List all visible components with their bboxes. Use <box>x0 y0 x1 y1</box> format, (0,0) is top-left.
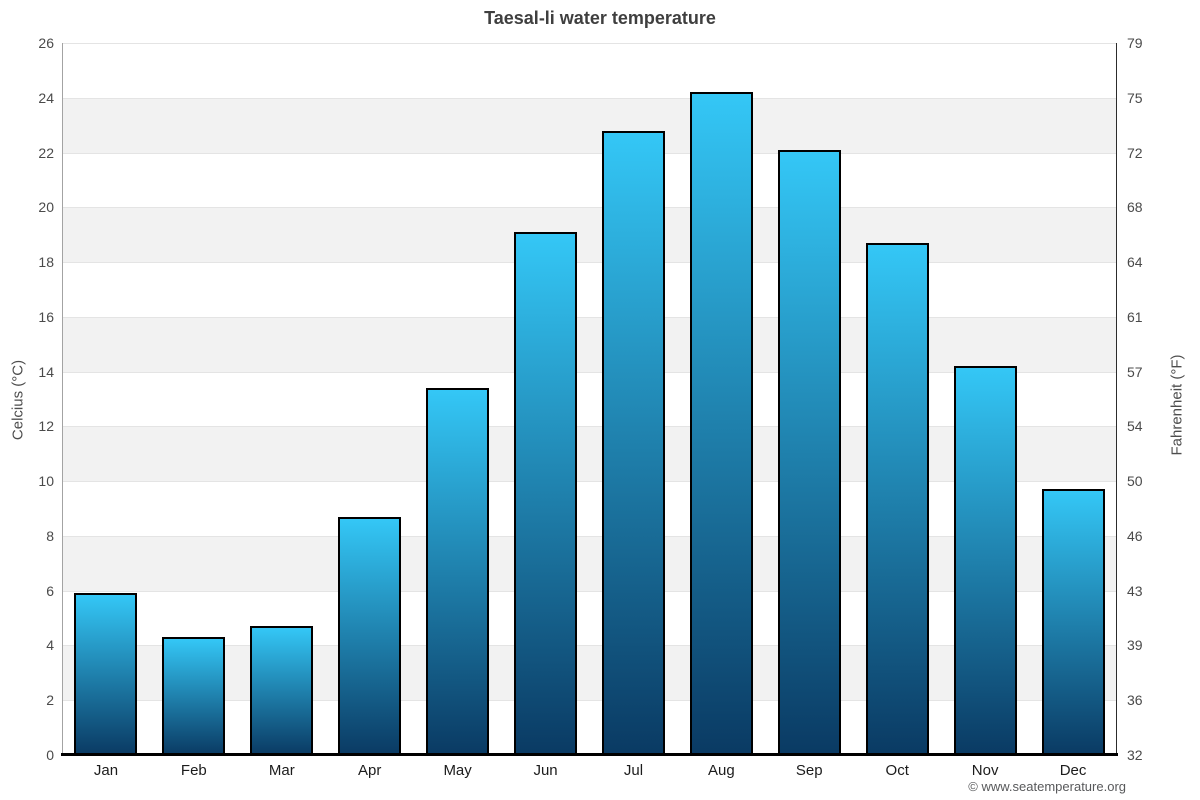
y-tick-celsius: 20 <box>38 199 54 216</box>
chart-title: Taesal-li water temperature <box>484 8 716 28</box>
grid-band <box>62 645 1117 701</box>
y-tick-fahrenheit: 57 <box>1127 363 1143 380</box>
x-tick-month: May <box>443 762 472 779</box>
temperature-bar-feb[interactable] <box>162 637 226 755</box>
temperature-bar-jun[interactable] <box>514 232 578 755</box>
y-axis-right-line <box>1116 43 1117 755</box>
y-tick-celsius: 10 <box>38 473 54 490</box>
grid-band <box>62 207 1117 263</box>
y-tick-celsius: 4 <box>46 637 54 654</box>
gridline <box>62 207 1117 209</box>
y-axis-left-title: Celcius (°C) <box>9 359 27 441</box>
gridline <box>62 645 1117 647</box>
y-tick-celsius: 16 <box>38 308 54 325</box>
gridline <box>62 262 1117 264</box>
y-tick-celsius: 22 <box>38 144 54 161</box>
y-tick-celsius: 6 <box>46 582 54 599</box>
temperature-bar-dec[interactable] <box>1041 489 1105 755</box>
plot-area <box>61 43 1118 756</box>
gridline <box>62 43 1117 44</box>
y-tick-fahrenheit: 64 <box>1127 254 1143 271</box>
y-axis-left-line <box>62 43 63 755</box>
temperature-bar-sep[interactable] <box>777 150 841 755</box>
temperature-bar-apr[interactable] <box>338 517 402 755</box>
y-tick-fahrenheit: 39 <box>1127 637 1143 654</box>
y-tick-fahrenheit: 75 <box>1127 89 1143 106</box>
gridline <box>62 535 1117 537</box>
temperature-bar-jan[interactable] <box>74 593 138 755</box>
y-tick-fahrenheit: 32 <box>1127 747 1143 763</box>
x-tick-month: Apr <box>358 762 382 779</box>
y-axis-right-title: Fahrenheit (°F) <box>1168 354 1186 456</box>
x-tick-month: Jun <box>533 762 558 779</box>
y-tick-celsius: 12 <box>38 418 54 435</box>
x-tick-month: Sep <box>795 762 823 779</box>
gridline <box>62 97 1117 99</box>
x-axis-line <box>61 753 1118 756</box>
y-tick-fahrenheit: 72 <box>1127 144 1143 161</box>
y-tick-fahrenheit: 36 <box>1127 692 1143 709</box>
temperature-bar-aug[interactable] <box>689 92 753 755</box>
gridline <box>62 481 1117 483</box>
y-tick-fahrenheit: 46 <box>1127 527 1143 544</box>
gridline <box>62 152 1117 154</box>
footer-credit-link[interactable]: © www.seatemperature.org <box>968 779 1126 794</box>
y-tick-fahrenheit: 54 <box>1127 418 1143 435</box>
y-tick-fahrenheit: 43 <box>1127 582 1143 599</box>
y-tick-celsius: 26 <box>38 35 54 51</box>
x-tick-month: Mar <box>268 762 295 779</box>
y-tick-celsius: 14 <box>38 363 54 380</box>
gridline <box>62 316 1117 318</box>
x-tick-month: Jan <box>93 762 119 779</box>
temperature-bar-oct[interactable] <box>865 243 929 755</box>
x-tick-month: Dec <box>1059 762 1087 779</box>
grid-band <box>62 426 1117 482</box>
temperature-bar-jul[interactable] <box>601 131 665 755</box>
gridline <box>62 590 1117 592</box>
grid-band <box>62 316 1117 372</box>
y-tick-celsius: 8 <box>46 527 54 544</box>
x-tick-month: Feb <box>180 762 207 779</box>
grid-band <box>62 97 1117 153</box>
y-tick-celsius: 2 <box>46 692 54 709</box>
x-tick-month: Oct <box>885 762 909 779</box>
gridline <box>62 371 1117 373</box>
temperature-bar-mar[interactable] <box>250 626 314 755</box>
grid-band <box>62 535 1117 591</box>
temperature-bar-nov[interactable] <box>953 366 1017 755</box>
y-tick-celsius: 0 <box>46 747 54 763</box>
y-tick-celsius: 24 <box>38 89 54 106</box>
y-tick-fahrenheit: 68 <box>1127 199 1143 216</box>
y-tick-fahrenheit: 61 <box>1127 308 1143 325</box>
gridline <box>62 426 1117 428</box>
y-tick-celsius: 18 <box>38 254 54 271</box>
temperature-bar-may[interactable] <box>426 388 490 755</box>
x-tick-month: Jul <box>623 762 644 779</box>
y-tick-fahrenheit: 79 <box>1127 35 1143 51</box>
x-tick-month: Nov <box>971 762 999 779</box>
y-tick-fahrenheit: 50 <box>1127 473 1143 490</box>
gridline <box>62 700 1117 702</box>
x-tick-month: Aug <box>708 762 735 779</box>
